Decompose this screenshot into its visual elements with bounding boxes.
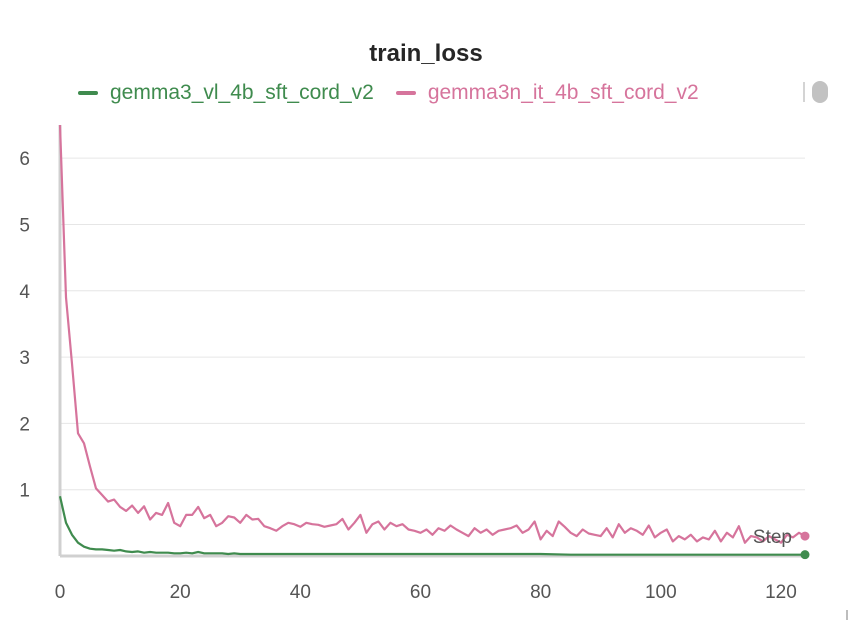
legend-scroll-track bbox=[803, 82, 805, 102]
legend-label-series-1: gemma3n_it_4b_sft_cord_v2 bbox=[427, 81, 699, 104]
x-tick-label-120: 120 bbox=[765, 582, 797, 603]
legend: gemma3_vl_4b_sft_cord_v2 gemma3n_it_4b_s… bbox=[78, 81, 721, 105]
series-line-0 bbox=[58, 496, 805, 556]
legend-swatch-series-0 bbox=[78, 91, 98, 95]
y-tick-label-1: 1 bbox=[19, 481, 30, 502]
legend-item-series-0[interactable]: gemma3_vl_4b_sft_cord_v2 bbox=[78, 81, 374, 105]
y-tick-label-5: 5 bbox=[19, 215, 30, 236]
legend-scroll-thumb[interactable] bbox=[812, 81, 828, 103]
x-tick-label-60: 60 bbox=[410, 582, 431, 603]
series-line-1 bbox=[58, 124, 806, 544]
x-tick-label-100: 100 bbox=[645, 582, 677, 603]
resize-handle[interactable] bbox=[846, 610, 848, 620]
x-tick-label-40: 40 bbox=[290, 582, 311, 603]
legend-swatch-series-1 bbox=[395, 91, 416, 95]
series-end-point-1 bbox=[800, 531, 810, 541]
series-end-point-0 bbox=[800, 550, 810, 560]
legend-scrollbar[interactable] bbox=[803, 80, 833, 104]
legend-label-series-0: gemma3_vl_4b_sft_cord_v2 bbox=[110, 81, 374, 104]
chart-title: train_loss bbox=[369, 40, 483, 67]
y-tick-label-3: 3 bbox=[19, 348, 30, 369]
y-tick-label-6: 6 bbox=[19, 149, 30, 170]
legend-item-series-1[interactable]: gemma3n_it_4b_sft_cord_v2 bbox=[395, 81, 699, 105]
x-tick-label-20: 20 bbox=[170, 582, 191, 603]
x-axis-label: Step bbox=[753, 527, 792, 548]
y-tick-label-2: 2 bbox=[19, 414, 30, 435]
y-tick-label-4: 4 bbox=[19, 282, 30, 303]
x-tick-label-0: 0 bbox=[55, 582, 66, 603]
x-tick-label-80: 80 bbox=[530, 582, 551, 603]
